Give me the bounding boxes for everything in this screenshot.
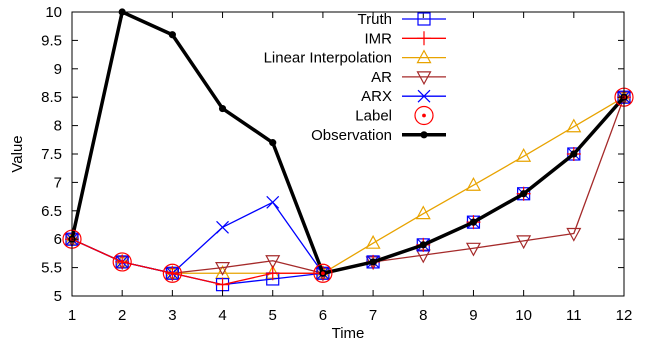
series-arx xyxy=(65,90,631,280)
legend-marker xyxy=(417,12,431,26)
series-line-linear-interpolation xyxy=(71,96,625,274)
legend-label: Label xyxy=(355,108,392,125)
y-tick-label: 9 xyxy=(54,61,62,78)
y-tick-label: 5.5 xyxy=(41,260,62,277)
data-point-label xyxy=(162,263,182,283)
y-tick-label: 10 xyxy=(45,4,62,21)
series-imr xyxy=(65,90,631,292)
data-point-ar xyxy=(566,227,582,242)
x-tick-label: 2 xyxy=(118,307,126,324)
legend-marker xyxy=(416,49,432,64)
legend-marker xyxy=(414,105,434,126)
y-tick-label: 6 xyxy=(54,231,62,248)
series-ar xyxy=(64,91,632,282)
y-tick-label: 7 xyxy=(54,174,62,191)
x-tick-label: 9 xyxy=(469,307,477,324)
data-point-imr xyxy=(265,266,280,281)
data-point-observation xyxy=(570,150,578,158)
data-point-linear-interpolation xyxy=(566,118,582,133)
x-tick-label: 1 xyxy=(68,307,76,324)
legend-entry-observation: Observation xyxy=(311,127,446,144)
data-point-arx xyxy=(266,195,280,209)
data-point-ar xyxy=(516,235,532,250)
legend-entry-arx: ARX xyxy=(361,88,446,105)
legend-marker xyxy=(416,71,432,86)
series-observation xyxy=(68,8,628,277)
legend-label: Truth xyxy=(358,11,392,28)
x-tick-label: 10 xyxy=(515,307,532,324)
legend: Truth IMR Linear Interpolation AR ARX Label Ob… xyxy=(264,11,446,144)
data-point-observation xyxy=(168,31,176,39)
data-point-observation xyxy=(269,139,277,147)
data-point-ar xyxy=(215,262,231,276)
y-tick-label: 6.5 xyxy=(41,203,62,220)
x-tick-label: 3 xyxy=(168,307,176,324)
series-line-arx xyxy=(71,96,625,274)
x-tick-label: 11 xyxy=(566,307,582,324)
series-line-ar xyxy=(71,96,625,274)
legend-entry-label: Label xyxy=(355,105,434,126)
legend-marker xyxy=(420,131,428,139)
data-point-imr xyxy=(215,277,230,292)
data-point-ar xyxy=(465,242,481,257)
series-line-observation xyxy=(70,10,626,276)
data-point-arx xyxy=(216,220,229,234)
legend-entry-ar: AR xyxy=(371,69,446,86)
y-tick-label: 5 xyxy=(54,288,62,305)
x-axis-label: Time xyxy=(332,325,365,342)
data-point-observation xyxy=(419,241,427,249)
data-point-observation xyxy=(218,104,227,113)
legend-entry-imr: IMR xyxy=(365,30,446,47)
y-tick-label: 8 xyxy=(54,118,62,135)
x-tick-label: 5 xyxy=(269,307,277,324)
legend-marker xyxy=(417,89,431,103)
data-point-observation xyxy=(520,190,528,198)
series-truth xyxy=(65,90,631,292)
data-point-linear-interpolation xyxy=(365,234,381,249)
legend-label: IMR xyxy=(365,30,393,47)
series-line-imr xyxy=(71,96,625,286)
x-tick-label: 6 xyxy=(319,307,327,324)
series-linear-interpolation xyxy=(64,88,632,279)
x-tick-label: 8 xyxy=(419,307,427,324)
y-tick-label: 7.5 xyxy=(41,146,62,163)
legend-label: Observation xyxy=(311,127,392,144)
legend-entry-truth: Truth xyxy=(358,11,446,28)
y-tick-label: 9.5 xyxy=(41,32,62,49)
data-point-linear-interpolation xyxy=(516,148,532,162)
data-point-linear-interpolation xyxy=(415,205,431,220)
data-point-label xyxy=(112,252,132,272)
series-label xyxy=(62,87,634,283)
data-point-observation xyxy=(369,258,377,266)
x-tick-label: 7 xyxy=(369,307,377,324)
data-point-observation xyxy=(469,218,478,226)
data-point-label xyxy=(313,263,333,283)
series-line-truth xyxy=(71,96,625,286)
legend-entry-linear-interpolation: Linear Interpolation xyxy=(264,49,446,67)
legend-label: ARX xyxy=(361,88,392,105)
data-point-linear-interpolation xyxy=(465,176,481,191)
x-tick-label: 12 xyxy=(616,307,633,324)
legend-label: AR xyxy=(371,69,392,86)
data-point-ar xyxy=(265,255,281,270)
y-tick-label: 8.5 xyxy=(41,89,62,106)
y-axis-label: Value xyxy=(9,135,26,172)
x-tick-label: 4 xyxy=(218,307,226,324)
legend-label: Linear Interpolation xyxy=(264,50,392,67)
legend-marker xyxy=(417,31,431,46)
